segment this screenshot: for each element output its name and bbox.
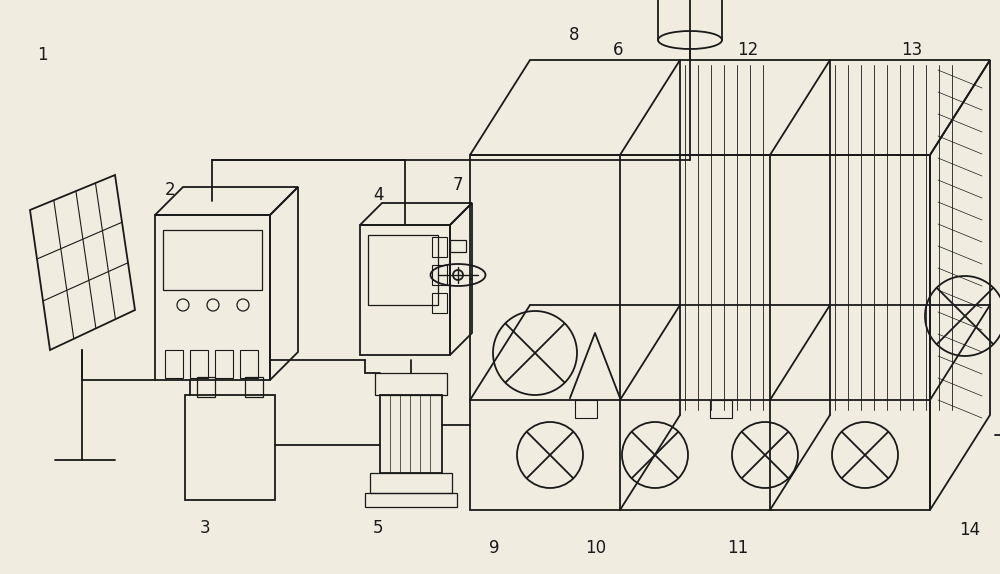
Bar — [245, 377, 263, 397]
Bar — [365, 493, 457, 507]
Bar — [370, 473, 452, 493]
Text: 5: 5 — [373, 519, 383, 537]
Text: 4: 4 — [373, 186, 383, 204]
Bar — [360, 225, 450, 355]
Bar — [215, 350, 233, 378]
Text: 8: 8 — [569, 26, 579, 44]
Bar — [155, 215, 270, 380]
Bar — [432, 265, 447, 285]
Text: 1: 1 — [37, 46, 47, 64]
Bar — [190, 350, 208, 378]
Text: 6: 6 — [613, 41, 623, 59]
Text: 3: 3 — [200, 519, 210, 537]
Text: 7: 7 — [453, 176, 463, 194]
Bar — [197, 377, 215, 397]
Text: 13: 13 — [901, 41, 923, 59]
Bar — [575, 400, 597, 418]
Bar — [432, 293, 447, 313]
Text: 10: 10 — [585, 539, 607, 557]
Bar — [240, 350, 258, 378]
Bar — [432, 237, 447, 257]
Text: 12: 12 — [737, 41, 759, 59]
Bar — [165, 350, 183, 378]
Bar — [368, 235, 438, 305]
Text: 14: 14 — [959, 521, 981, 539]
Bar — [163, 230, 262, 290]
Bar — [710, 400, 732, 418]
Text: 11: 11 — [727, 539, 749, 557]
Bar — [375, 373, 447, 395]
Text: 2: 2 — [165, 181, 175, 199]
Bar — [185, 395, 275, 500]
Bar — [380, 395, 442, 473]
Bar — [450, 240, 466, 252]
Text: 9: 9 — [489, 539, 499, 557]
